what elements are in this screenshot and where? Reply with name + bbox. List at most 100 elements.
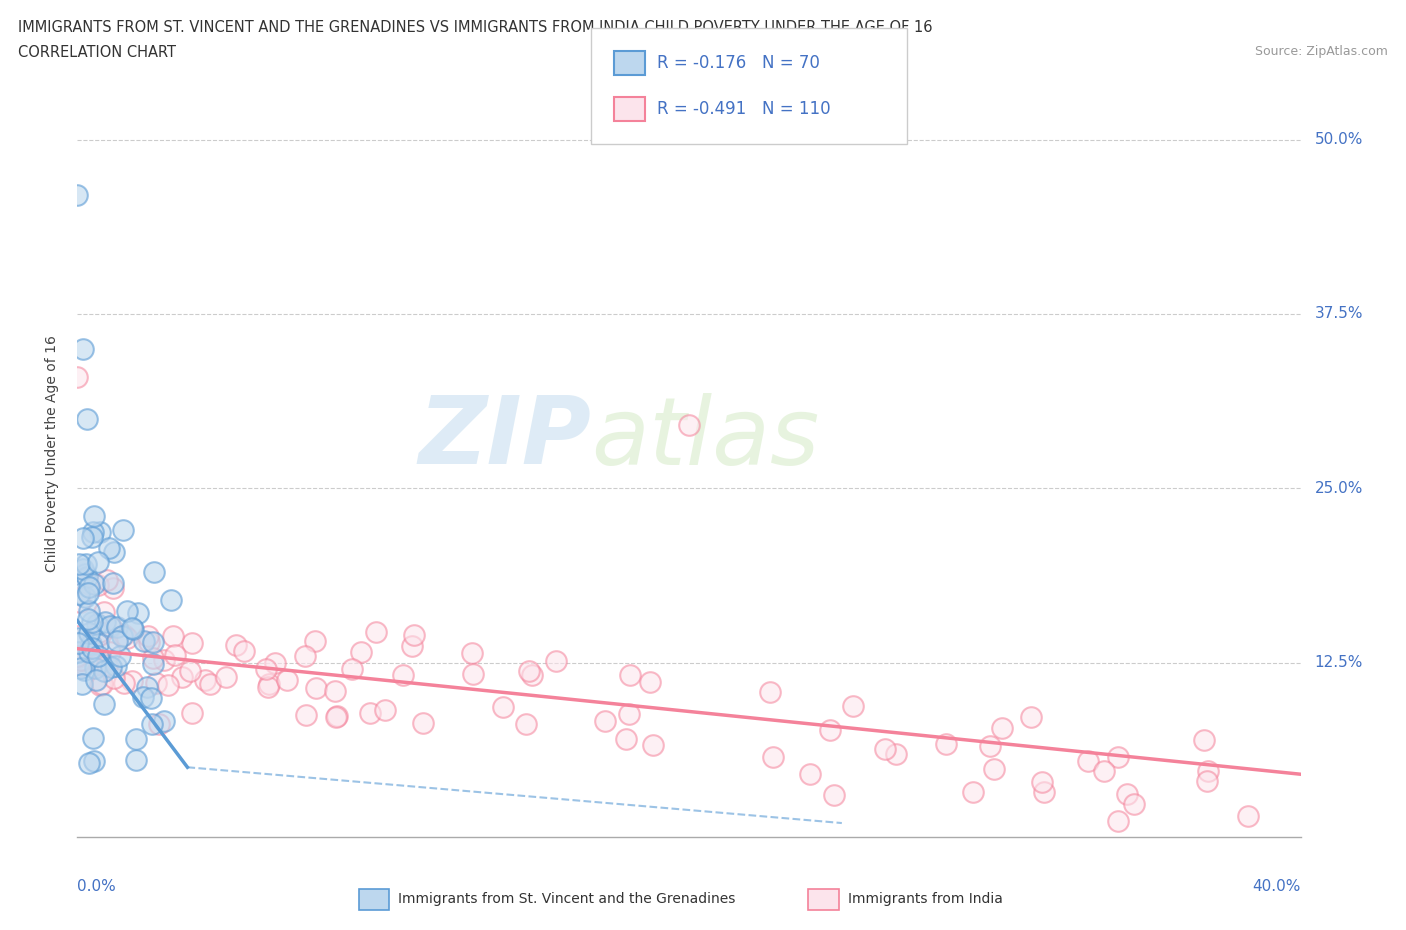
Point — [76, 411, 98, 426]
Point — [818, 723, 841, 737]
Point — [257, 676, 280, 691]
Point — [97, 540, 120, 555]
Point — [80, 615, 103, 630]
Point — [1237, 809, 1260, 824]
Point — [112, 628, 135, 643]
Point — [121, 620, 143, 635]
Point — [77, 625, 100, 640]
Point — [142, 651, 165, 666]
Point — [96, 573, 118, 588]
Point — [112, 676, 135, 691]
Point — [152, 713, 174, 728]
Point — [66, 369, 89, 384]
Point — [125, 752, 148, 767]
Point — [593, 713, 616, 728]
Point — [841, 698, 863, 713]
Point — [1107, 750, 1129, 764]
Point — [72, 561, 94, 576]
Point — [96, 658, 118, 672]
Text: Source: ZipAtlas.com: Source: ZipAtlas.com — [1254, 45, 1388, 58]
Point — [87, 648, 110, 663]
Point — [142, 634, 165, 649]
Point — [69, 653, 91, 668]
Point — [91, 676, 114, 691]
Point — [103, 671, 125, 685]
Point — [77, 580, 100, 595]
Point — [83, 754, 105, 769]
Point — [935, 737, 957, 751]
Point — [619, 668, 641, 683]
Point — [112, 523, 135, 538]
Point — [257, 679, 280, 694]
Point — [84, 661, 107, 676]
Point — [70, 653, 93, 668]
Point — [87, 554, 110, 569]
Text: IMMIGRANTS FROM ST. VINCENT AND THE GRENADINES VS IMMIGRANTS FROM INDIA CHILD PO: IMMIGRANTS FROM ST. VINCENT AND THE GREN… — [18, 20, 932, 35]
Point — [82, 640, 104, 655]
Point — [491, 699, 513, 714]
Point — [98, 618, 121, 633]
Point — [1107, 814, 1129, 829]
Point — [304, 633, 326, 648]
Point — [990, 720, 1012, 735]
Point — [172, 670, 194, 684]
Point — [461, 645, 484, 660]
Point — [77, 611, 100, 626]
Point — [546, 653, 568, 668]
Point — [134, 633, 156, 648]
Text: 37.5%: 37.5% — [1315, 306, 1362, 322]
Y-axis label: Child Poverty Under the Age of 16: Child Poverty Under the Age of 16 — [45, 335, 59, 572]
Point — [136, 680, 159, 695]
Point — [72, 657, 94, 671]
Point — [93, 663, 115, 678]
Point — [67, 631, 90, 645]
Point — [72, 676, 94, 691]
Point — [66, 629, 89, 644]
Point — [254, 661, 277, 676]
Point — [141, 717, 163, 732]
Point — [325, 709, 347, 724]
Point — [104, 658, 127, 673]
Point — [75, 557, 97, 572]
Point — [139, 690, 162, 705]
Point — [392, 667, 415, 682]
Text: 40.0%: 40.0% — [1253, 879, 1301, 895]
Point — [180, 706, 202, 721]
Point — [73, 663, 96, 678]
Point — [520, 668, 543, 683]
Point — [979, 738, 1001, 753]
Point — [148, 717, 170, 732]
Point — [77, 585, 100, 600]
Point — [101, 580, 124, 595]
Point — [87, 657, 110, 671]
Point — [215, 670, 238, 684]
Point — [194, 672, 217, 687]
Point — [105, 634, 128, 649]
Point — [67, 649, 90, 664]
Point — [799, 766, 821, 781]
Point — [84, 672, 107, 687]
Point — [103, 545, 125, 560]
Point — [181, 636, 204, 651]
Point — [638, 674, 661, 689]
Point — [72, 531, 94, 546]
Point — [517, 664, 540, 679]
Point — [69, 594, 91, 609]
Point — [1077, 753, 1099, 768]
Point — [325, 710, 347, 724]
Point — [83, 509, 105, 524]
Point — [94, 615, 117, 630]
Point — [761, 750, 783, 764]
Point — [159, 592, 181, 607]
Point — [412, 715, 434, 730]
Point — [145, 676, 167, 691]
Point — [142, 657, 165, 671]
Point — [233, 644, 256, 658]
Point — [515, 716, 537, 731]
Point — [759, 684, 782, 699]
Point — [121, 673, 143, 688]
Point — [89, 678, 111, 693]
Point — [66, 636, 89, 651]
Text: 25.0%: 25.0% — [1315, 481, 1362, 496]
Point — [73, 589, 96, 604]
